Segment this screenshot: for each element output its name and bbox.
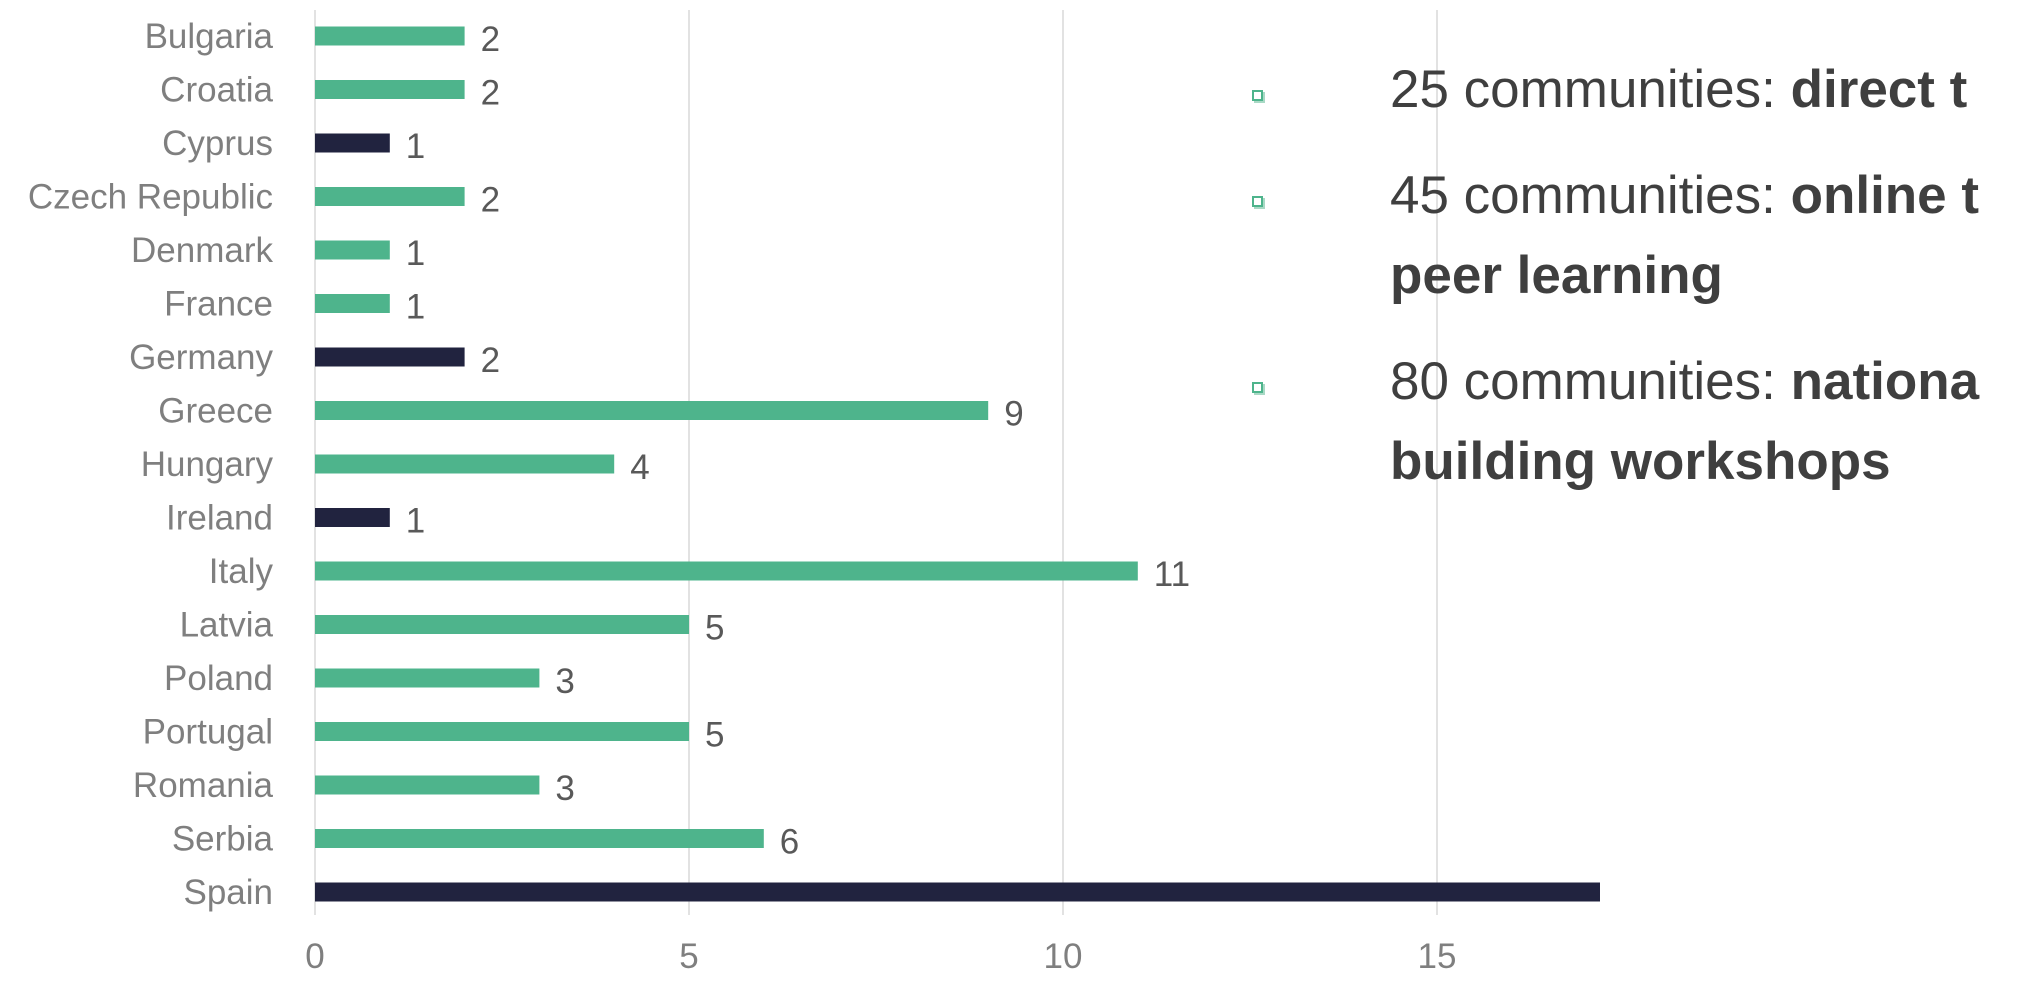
bar-spain bbox=[315, 882, 1600, 902]
value-label: 5 bbox=[705, 716, 724, 755]
bar-france bbox=[315, 294, 390, 313]
bars bbox=[315, 26, 1600, 902]
value-label: 5 bbox=[705, 609, 724, 648]
value-label: 11 bbox=[1154, 555, 1190, 594]
value-label: 4 bbox=[630, 448, 649, 487]
category-label: Serbia bbox=[172, 820, 274, 859]
bar-germany bbox=[315, 347, 465, 367]
bar-greece bbox=[315, 401, 989, 420]
value-label: 3 bbox=[555, 662, 574, 701]
category-label: Italy bbox=[209, 552, 274, 591]
bar-ireland bbox=[315, 508, 390, 527]
value-label: 1 bbox=[406, 127, 425, 166]
category-label: Greece bbox=[158, 392, 273, 431]
value-labels: 2212112941115353622 bbox=[406, 20, 1190, 862]
category-label: Bulgaria bbox=[145, 17, 274, 56]
category-label: Ireland bbox=[166, 499, 273, 538]
bar-czech-republic bbox=[315, 187, 465, 206]
text-panel: 25 communities: direct t 45 communities:… bbox=[1252, 50, 2023, 528]
value-label: 9 bbox=[1004, 395, 1023, 434]
text-item-1: 25 communities: direct t bbox=[1252, 50, 2023, 130]
bar-croatia bbox=[315, 80, 465, 99]
square-bullet-icon bbox=[1252, 196, 1263, 207]
x-axis-ticks: 05101520 bbox=[305, 937, 1457, 976]
bar-poland bbox=[315, 668, 540, 688]
square-bullet-icon bbox=[1252, 382, 1263, 393]
category-label: Portugal bbox=[143, 713, 273, 752]
text-item-3-bold: nationa bbox=[1790, 352, 1980, 411]
bar-bulgaria bbox=[315, 26, 465, 46]
text-item-1-prefix: 25 communities: bbox=[1390, 60, 1791, 119]
bar-hungary bbox=[315, 454, 615, 474]
text-item-2-bold: online t bbox=[1790, 166, 1980, 225]
value-label: 3 bbox=[555, 769, 574, 808]
category-label: France bbox=[164, 285, 273, 324]
text-item-3-line2: building workshops bbox=[1390, 432, 1891, 491]
category-label: Denmark bbox=[131, 231, 273, 270]
category-label: Poland bbox=[164, 659, 273, 698]
x-tick-label: 5 bbox=[679, 937, 698, 976]
value-label: 2 bbox=[481, 181, 500, 220]
category-label: Germany bbox=[129, 338, 273, 377]
value-label: 6 bbox=[780, 823, 799, 862]
value-label: 1 bbox=[406, 234, 425, 273]
x-tick-label: 0 bbox=[305, 937, 324, 976]
category-label: Hungary bbox=[141, 445, 274, 484]
value-label: 2 bbox=[481, 74, 500, 113]
bar-italy bbox=[315, 561, 1138, 581]
text-item-1-bold: direct t bbox=[1790, 60, 1968, 119]
category-labels: Bulgaria Croatia Cyprus Czech Republic Denma… bbox=[28, 17, 274, 912]
bar-chart: Bulgaria Croatia Cyprus Czech Republic Denma… bbox=[28, 10, 1600, 976]
text-item-2-prefix: 45 communities: bbox=[1390, 166, 1791, 225]
bar-denmark bbox=[315, 240, 390, 260]
text-item-3: 80 communities: nationa building worksho… bbox=[1252, 342, 2023, 502]
category-label: Croatia bbox=[160, 71, 273, 110]
category-label: Latvia bbox=[180, 606, 274, 645]
value-label: 1 bbox=[406, 502, 425, 541]
square-bullet-icon bbox=[1252, 90, 1263, 101]
text-item-3-prefix: 80 communities: bbox=[1390, 352, 1791, 411]
bar-cyprus bbox=[315, 133, 390, 153]
text-item-2: 45 communities: online t peer learning bbox=[1252, 156, 2023, 316]
category-label: Spain bbox=[183, 873, 273, 912]
category-label: Czech Republic bbox=[28, 178, 273, 217]
category-label: Romania bbox=[133, 766, 274, 805]
text-item-2-line2: peer learning bbox=[1390, 246, 1723, 305]
category-label: Cyprus bbox=[162, 124, 273, 163]
value-label: 2 bbox=[481, 341, 500, 380]
bar-portugal bbox=[315, 722, 689, 741]
x-tick-label: 10 bbox=[1044, 937, 1083, 976]
bar-serbia bbox=[315, 829, 764, 848]
value-label: 2 bbox=[481, 20, 500, 59]
bar-latvia bbox=[315, 615, 689, 634]
bar-romania bbox=[315, 775, 540, 795]
value-label: 1 bbox=[406, 288, 425, 327]
x-tick-label: 15 bbox=[1418, 937, 1457, 976]
